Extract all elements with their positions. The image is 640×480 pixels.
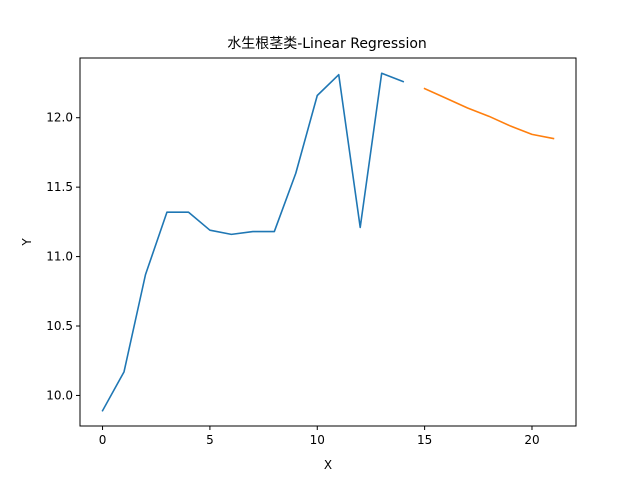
x-tick-label: 5	[206, 433, 214, 447]
chart-title: 水生根茎类-Linear Regression	[227, 36, 427, 52]
series-line-1	[423, 87, 555, 140]
x-tick-label: 15	[417, 433, 432, 447]
x-tick-label: 10	[310, 433, 325, 447]
series-layer	[101, 72, 555, 412]
y-axis: 10.0 10.5 11.0 11.5 12.0	[46, 111, 80, 402]
x-tick-label: 0	[99, 433, 107, 447]
y-tick-label: 12.0	[46, 111, 73, 125]
y-tick-label: 11.0	[46, 250, 73, 264]
y-tick-label: 11.5	[46, 180, 73, 194]
series-line-0	[101, 72, 405, 412]
plot-frame	[79, 57, 577, 427]
y-axis-label: Y	[20, 238, 34, 247]
y-tick-label: 10.0	[46, 388, 73, 402]
x-axis: 0 5 10 15 20	[99, 426, 540, 447]
x-axis-label: X	[324, 458, 332, 472]
x-tick-label: 20	[524, 433, 539, 447]
y-tick-label: 10.5	[46, 319, 73, 333]
